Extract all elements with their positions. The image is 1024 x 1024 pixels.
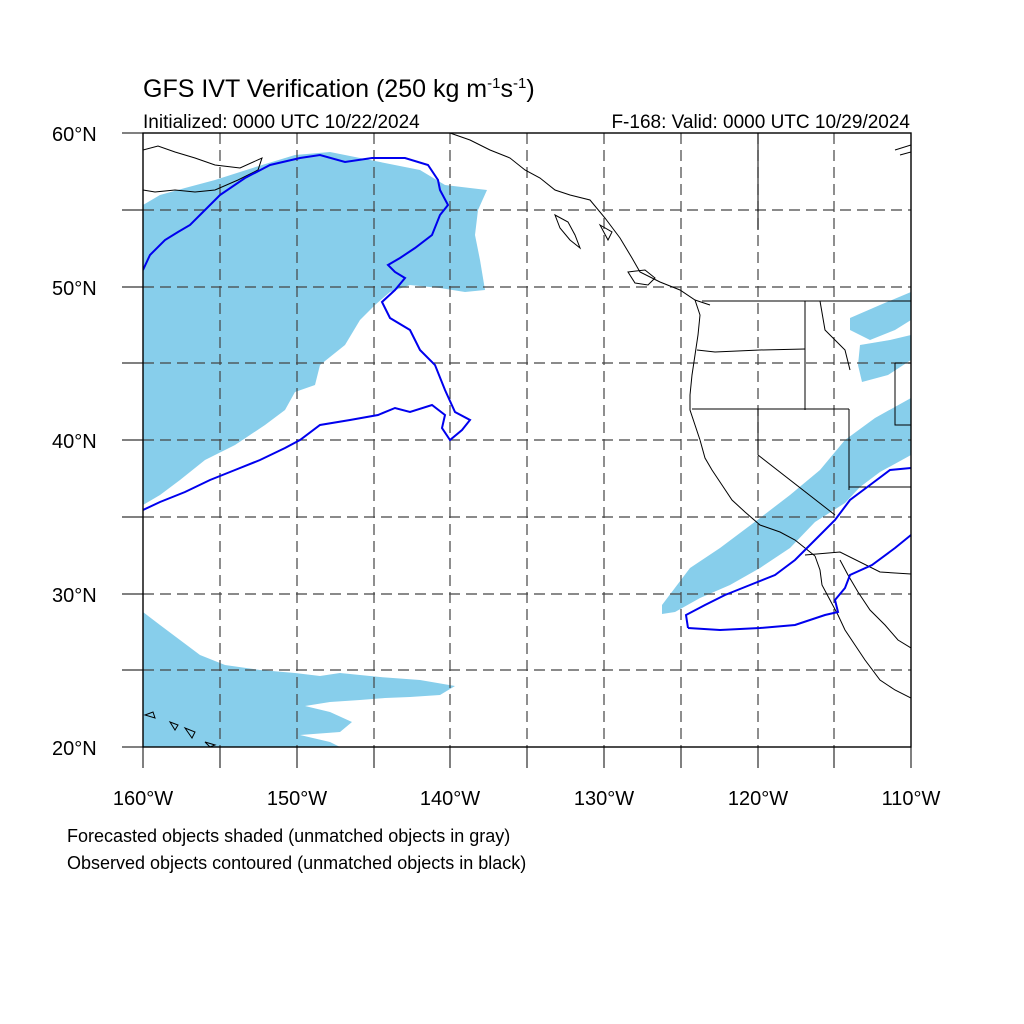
lon-label-110w: 110°W: [882, 788, 941, 810]
coastline-baja: [814, 555, 911, 699]
map-panel: [143, 133, 911, 747]
title-close: ): [526, 75, 534, 103]
observed-contour-california: [684, 467, 911, 629]
coastline-hudson-inlet: [894, 144, 911, 156]
coastlines: [143, 133, 911, 747]
lon-label-120w: 120°W: [728, 788, 788, 810]
title-mid-text: s: [500, 75, 513, 103]
lon-label-150w: 150°W: [267, 788, 327, 810]
axis-ticks: [122, 132, 912, 768]
lon-label-140w: 140°W: [420, 788, 480, 810]
lon-label-130w: 130°W: [574, 788, 634, 810]
forecast-object-california: [662, 398, 911, 614]
forecast-object-rockies: [850, 292, 911, 340]
mt-id-border: [819, 300, 851, 371]
title-main-text: GFS IVT Verification (250 kg m: [143, 75, 487, 103]
coastline-us-west: [689, 299, 816, 557]
forecast-object-subtropical: [143, 612, 455, 747]
coastline-bc-islands: [554, 213, 656, 286]
lon-label-160w: 160°W: [113, 788, 173, 810]
title-exponent-2: -1: [513, 75, 526, 92]
coastline-hawaii: [143, 711, 217, 747]
coastline-gulf-california: [839, 559, 911, 649]
legend-observed-note: Observed objects contoured (unmatched ob…: [67, 853, 526, 873]
lat-label-60n: 60°N: [52, 124, 97, 146]
coastline-alaska-gulf: [449, 133, 711, 306]
init-time-label: Initialized: 0000 UTC 10/22/2024: [143, 112, 420, 133]
observed-contour-north-pacific: [143, 153, 472, 511]
observed-contour-southern: [687, 534, 911, 632]
wy-border: [894, 362, 911, 426]
title-exponent-1: -1: [487, 75, 500, 92]
coastline-alaska: [143, 145, 263, 193]
gridlines: [143, 133, 911, 747]
observed-objects: [143, 153, 911, 632]
ca-nv-border: [757, 409, 836, 516]
lat-label-40n: 40°N: [52, 431, 97, 453]
valid-time-label: F-168: Valid: 0000 UTC 10/29/2024: [611, 112, 910, 133]
political-borders: [692, 133, 911, 575]
lat-label-20n: 20°N: [52, 738, 97, 760]
lat-label-30n: 30°N: [52, 585, 97, 607]
wa-or-border: [696, 348, 806, 353]
us-mexico-border: [804, 551, 911, 575]
legend-forecast-note: Forecasted objects shaded (unmatched obj…: [67, 826, 510, 846]
forecast-object-north-pacific: [143, 152, 487, 505]
map-title: GFS IVT Verification (250 kg m-1s-1): [143, 75, 535, 103]
lat-label-50n: 50°N: [52, 278, 97, 300]
forecast-object-rockies-2: [858, 335, 911, 382]
